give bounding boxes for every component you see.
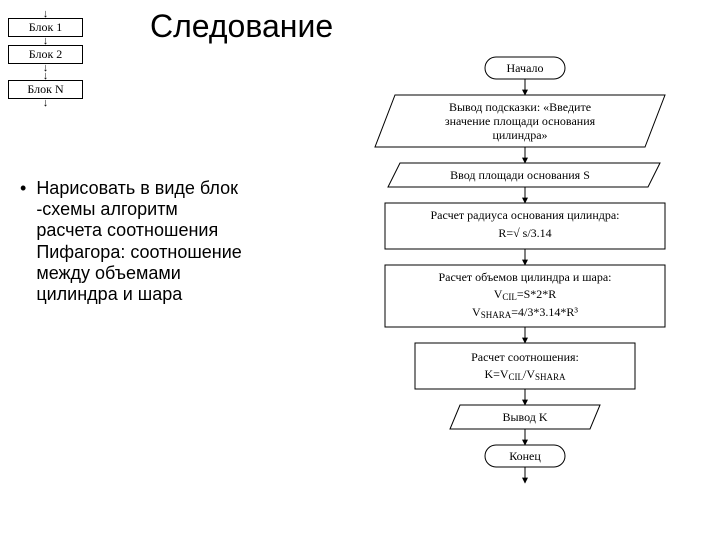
mini-arrow-icon: ↓ — [8, 72, 83, 80]
flow-start-label: Начало — [507, 61, 544, 75]
svg-text:Ввод площади основания S: Ввод площади основания S — [450, 168, 590, 182]
svg-text:Расчет соотношения:: Расчет соотношения: — [471, 350, 579, 364]
mini-arrow-icon: ↓ — [8, 99, 83, 107]
svg-text:Вывод K: Вывод K — [502, 410, 547, 424]
svg-text:Вывод подсказки: «Введите: Вывод подсказки: «Введите — [449, 100, 591, 114]
svg-text:Расчет радиуса основания цилин: Расчет радиуса основания цилиндра: — [430, 208, 619, 222]
svg-text:R=√ s/3.14: R=√ s/3.14 — [498, 226, 551, 240]
mini-sequence-diagram: ↓ Блок 1 ↓ Блок 2 ↓ ↓ Блок N ↓ — [8, 10, 83, 107]
mini-arrow-icon: ↓ — [8, 10, 83, 18]
task-text-block: • Нарисовать в виде блок -схемы алгоритм… — [20, 178, 350, 305]
main-flowchart: Начало Вывод подсказки: «Введите значени… — [360, 55, 710, 535]
svg-text:Расчет объемов цилиндра и шара: Расчет объемов цилиндра и шара: — [438, 270, 611, 284]
svg-text:значение площади основания: значение площади основания — [445, 114, 596, 128]
svg-text:цилиндра»: цилиндра» — [492, 128, 547, 142]
bullet-icon: • — [20, 178, 26, 305]
page-title: Следование — [150, 8, 333, 45]
mini-arrow-icon: ↓ — [8, 37, 83, 45]
task-text: Нарисовать в виде блок -схемы алгоритм р… — [36, 178, 242, 305]
flow-end-label: Конец — [509, 449, 541, 463]
